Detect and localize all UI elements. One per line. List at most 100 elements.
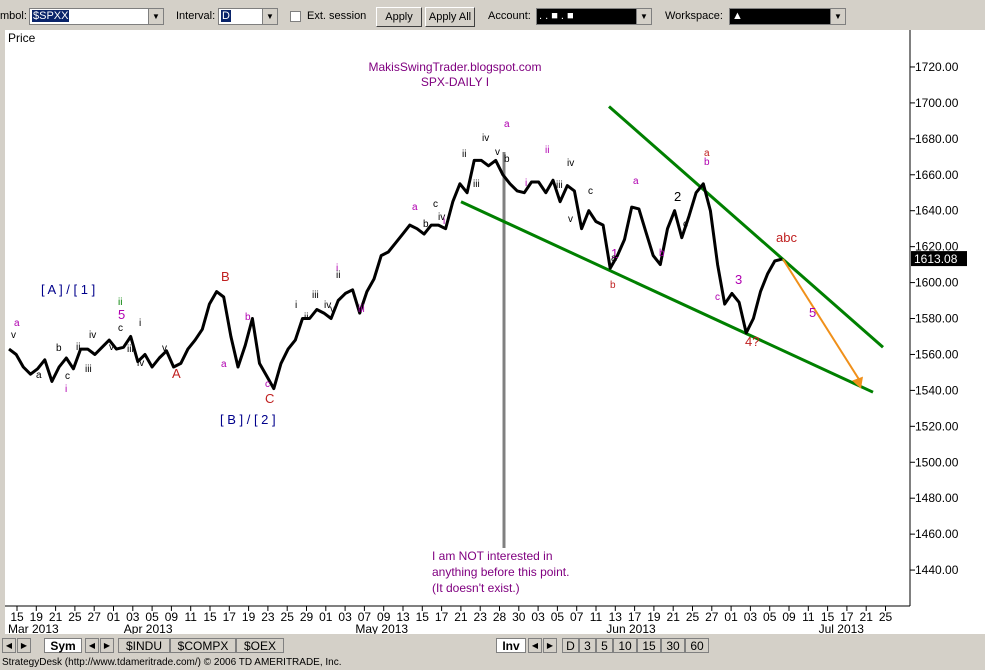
- x-tick-label: 25: [879, 610, 893, 624]
- wave-label: v: [109, 342, 114, 353]
- symbol-value[interactable]: $SPXX: [32, 10, 69, 22]
- wave-label: abc: [776, 230, 797, 245]
- price-line: [9, 160, 782, 388]
- x-tick-label: 05: [551, 610, 565, 624]
- ext-session-checkbox[interactable]: [290, 11, 301, 22]
- y-tick-label: 1720.00: [915, 60, 959, 74]
- tab-sym[interactable]: Sym: [44, 638, 82, 653]
- degree-label-a1: [ A ] / [ 1 ]: [41, 282, 95, 297]
- tab-indu[interactable]: $INDU: [118, 638, 170, 653]
- x-tick-label: 15: [203, 610, 217, 624]
- x-tick-label: 23: [474, 610, 488, 624]
- price-chart[interactable]: Price 1440.001460.001480.001500.001520.0…: [5, 30, 985, 634]
- wave-label: iv: [89, 330, 96, 341]
- wave-label: v: [11, 330, 16, 341]
- x-tick-label: 03: [744, 610, 758, 624]
- y-tick-label: 1500.00: [915, 455, 959, 469]
- wave-label: ii: [118, 297, 122, 308]
- scroll-left-icon[interactable]: ◀: [2, 638, 16, 653]
- wave-label: a: [36, 370, 42, 381]
- x-tick-label: 09: [782, 610, 796, 624]
- wave-label: v: [568, 214, 573, 225]
- interval-combo[interactable]: D ▼: [218, 8, 278, 25]
- x-tick-label: 03: [338, 610, 352, 624]
- y-tick-label: 1580.00: [915, 312, 959, 326]
- x-tick-label: 05: [763, 610, 777, 624]
- y-tick-label: 1660.00: [915, 168, 959, 182]
- interval-tab[interactable]: 5: [596, 638, 613, 653]
- y-tick-label: 1560.00: [915, 347, 959, 361]
- scroll-right-icon[interactable]: ▶: [17, 638, 31, 653]
- x-tick-label: 11: [184, 610, 197, 624]
- tab-inv[interactable]: Inv: [496, 638, 526, 653]
- wave-label: c: [65, 371, 70, 382]
- y-tick-label: 1600.00: [915, 276, 959, 290]
- x-tick-label: 01: [319, 610, 333, 624]
- wave-label: iv: [137, 358, 144, 369]
- wave-label: 3: [735, 272, 742, 287]
- interval-tab[interactable]: D: [562, 638, 579, 653]
- account-value[interactable]: . . ■ . ■: [539, 10, 574, 22]
- chart-area[interactable]: Price 1440.001460.001480.001500.001520.0…: [5, 30, 985, 634]
- wave-label: c: [715, 292, 720, 303]
- account-combo[interactable]: . . ■ . ■ ▼: [536, 8, 652, 25]
- interval-tab[interactable]: 15: [637, 638, 661, 653]
- x-tick-label: 01: [107, 610, 121, 624]
- x-month-label: Mar 2013: [8, 622, 59, 634]
- wave-label: a: [221, 359, 227, 370]
- tab-oex[interactable]: $OEX: [236, 638, 284, 653]
- note-line-1: I am NOT interested in: [432, 549, 553, 563]
- symbol-combo[interactable]: $SPXX ▼: [29, 8, 164, 25]
- wave-label: iv: [567, 158, 574, 169]
- wave-label: c: [118, 323, 123, 334]
- next-interval-icon[interactable]: ▶: [543, 638, 557, 653]
- interval-tab[interactable]: 3: [579, 638, 596, 653]
- wave-label: b: [245, 312, 251, 323]
- x-tick-label: 23: [261, 610, 275, 624]
- workspace-label: Workspace:: [665, 10, 723, 22]
- apply-button[interactable]: Apply: [376, 7, 422, 27]
- interval-tab[interactable]: 60: [685, 638, 709, 653]
- wave-label: b: [423, 219, 429, 230]
- chevron-down-icon[interactable]: ▼: [636, 9, 651, 24]
- chevron-down-icon[interactable]: ▼: [262, 9, 277, 24]
- wave-label: b: [610, 280, 616, 291]
- wave-label: b: [704, 157, 710, 168]
- x-tick-label: 07: [570, 610, 584, 624]
- next-tab-icon[interactable]: ▶: [100, 638, 114, 653]
- wave-label: iii: [85, 364, 92, 375]
- interval-tab[interactable]: 10: [613, 638, 637, 653]
- x-tick-label: 27: [705, 610, 719, 624]
- y-tick-label: 1540.00: [915, 383, 959, 397]
- wave-label: A: [172, 366, 181, 381]
- x-tick-label: 19: [242, 610, 256, 624]
- wave-label: i: [295, 300, 297, 311]
- interval-tab[interactable]: 30: [661, 638, 685, 653]
- prev-tab-icon[interactable]: ◀: [85, 638, 99, 653]
- workspace-combo[interactable]: ▲ ▼: [729, 8, 846, 25]
- wave-label: ii: [304, 312, 308, 323]
- interval-value[interactable]: D: [221, 10, 231, 22]
- chevron-down-icon[interactable]: ▼: [830, 9, 845, 24]
- chevron-down-icon[interactable]: ▼: [148, 9, 163, 24]
- tab-compx[interactable]: $COMPX: [170, 638, 236, 653]
- apply-all-button[interactable]: Apply All: [425, 7, 475, 27]
- prev-interval-icon[interactable]: ◀: [528, 638, 542, 653]
- y-tick-label: 1520.00: [915, 419, 959, 433]
- x-tick-label: 28: [493, 610, 507, 624]
- last-price-label: 1613.08: [914, 252, 958, 266]
- degree-label-b2: [ B ] / [ 2 ]: [220, 412, 276, 427]
- x-tick-label: 11: [802, 610, 815, 624]
- workspace-value[interactable]: ▲: [732, 10, 743, 22]
- wave-label: a: [412, 202, 418, 213]
- x-tick-label: 21: [454, 610, 468, 624]
- projection-arrow-line: [783, 259, 861, 382]
- wave-label: ii: [545, 145, 549, 156]
- wave-label: a: [504, 119, 510, 130]
- x-tick-label: 25: [686, 610, 700, 624]
- wave-label: i: [139, 318, 141, 329]
- wave-label: a: [14, 318, 20, 329]
- x-month-label: Jun 2013: [606, 622, 656, 634]
- price-series: [9, 160, 782, 388]
- x-tick-label: 03: [531, 610, 545, 624]
